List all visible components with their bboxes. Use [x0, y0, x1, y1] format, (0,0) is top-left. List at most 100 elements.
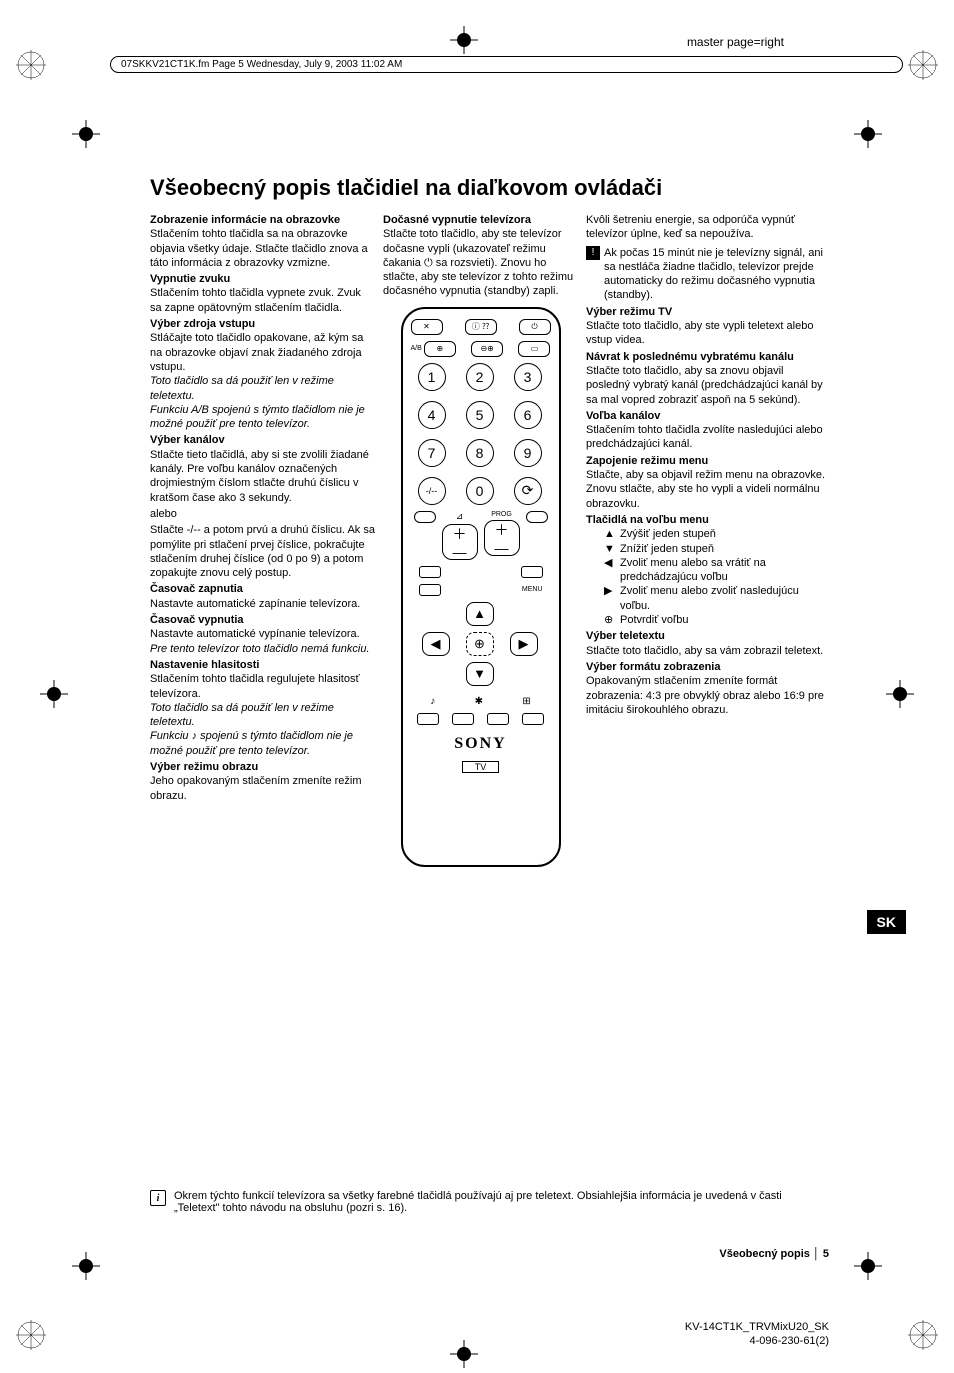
menu-items-list: ▲ Zvýšiť jeden stupeň ▼ Znížiť jeden stupe… [604, 527, 826, 627]
crosshair-icon [886, 680, 914, 708]
num-button: 2 [466, 363, 494, 391]
section-title: Výber režimu obrazu [150, 760, 375, 774]
section-title: Vypnutie zvuku [150, 272, 375, 286]
warning-icon: ! [586, 246, 600, 260]
num-button: 8 [466, 439, 494, 467]
section-title: Dočasné vypnutie televízora [383, 213, 578, 227]
section-title: Zapojenie režimu menu [586, 454, 826, 468]
section-note: Toto tlačidlo sa dá použiť len v režime … [150, 374, 375, 403]
cycle-button-icon: ⟳ [514, 477, 542, 505]
ab-label: A/B [411, 345, 422, 352]
section-body: Stlačte toto tlačidlo, aby sa vám zobraz… [586, 644, 826, 658]
num-button: 0 [466, 477, 494, 505]
crosshair-icon [854, 120, 882, 148]
menu-item-label: Zvýšiť jeden stupeň [620, 527, 716, 541]
color-button [417, 713, 439, 725]
num-button: 7 [418, 439, 446, 467]
section-body: alebo [150, 507, 375, 521]
menu-item-label: Potvrdiť voľbu [620, 613, 688, 627]
page-title: Všeobecný popis tlačidiel na diaľkovom o… [150, 175, 830, 201]
tv-mode-button-icon: ▭ [518, 341, 550, 357]
down-arrow-icon: ▼ [466, 662, 494, 686]
section-note: Pre tento televízor toto tlačidlo nemá f… [150, 642, 375, 656]
footer-text: Okrem týchto funkcií televízora sa všetk… [174, 1190, 830, 1214]
num-button: 1 [418, 363, 446, 391]
footer-note: i Okrem týchto funkcií televízora sa vše… [150, 1190, 830, 1214]
sony-logo: SONY [454, 735, 506, 753]
number-pad: 1 2 3 4 5 6 7 8 9 -/-- 0 ⟳ [418, 363, 544, 505]
color-button [522, 713, 544, 725]
section-body: Stlačením tohto tlačidla sa na obrazovke… [150, 227, 375, 270]
menu-item-label: Zvoliť menu alebo zvoliť nasledujúcu voľ… [620, 584, 826, 613]
small-button [414, 511, 436, 523]
section-body: Stlačte tieto tlačidlá, aby si ste zvoli… [150, 448, 375, 505]
section-body: Stláčajte toto tlačidlo opakovane, až ký… [150, 331, 375, 374]
section-body: Stlačte, aby sa objavil režim menu na ob… [586, 468, 826, 511]
regmark-icon [908, 50, 938, 80]
section-body: Jeho opakovaným stlačením zmeníte režim … [150, 774, 375, 803]
info-icon: i [150, 1190, 166, 1206]
section-note: Funkciu A/B spojenú s týmto tlačidlom ni… [150, 403, 375, 432]
regmark-icon [16, 50, 46, 80]
crosshair-icon [40, 680, 68, 708]
nav-pad: ▲ ◀ ⊕ ▶ ▼ [422, 602, 540, 686]
remote-diagram: ✕ ⓘ ⁇ ⏻ A/B⊕ ⊖⊕ ▭ 1 2 3 4 5 6 7 8 [401, 307, 561, 867]
crosshair-icon [72, 1252, 100, 1280]
section-title: Výber režimu TV [586, 305, 826, 319]
right-arrow-icon: ▶ [604, 584, 616, 598]
section-title: Tlačidlá na voľbu menu [586, 513, 826, 527]
section-title: Výber zdroja vstupu [150, 317, 375, 331]
input-button-icon: ⊕ [424, 341, 456, 357]
document-codes: KV-14CT1K_TRVMixU20_SK 4-096-230-61(2) [685, 1320, 829, 1349]
master-page-label: master page=right [687, 35, 784, 49]
section-note: Funkciu ♪ spojenú s týmto tlačidlom nie … [150, 729, 375, 758]
section-title: Výber formátu zobrazenia [586, 660, 826, 674]
volume-button: ＋— [442, 524, 478, 560]
dash-button: -/-- [418, 477, 446, 505]
mute-button-icon: ✕ [411, 319, 443, 335]
section-body: Stlačením tohto tlačidla vypnete zvuk. Z… [150, 286, 375, 315]
prog-label: PROG [491, 511, 512, 518]
page-number: Všeobecný popis │ 5 [719, 1248, 829, 1260]
tv-label: TV [462, 761, 500, 773]
section-body: Kvôli šetreniu energie, sa odporúča vypn… [586, 213, 826, 242]
crosshair-icon [72, 120, 100, 148]
file-stamp: 07SKKV21CT1K.fm Page 5 Wednesday, July 9… [110, 56, 903, 73]
section-body: Stlačením tohto tlačidla regulujete hlas… [150, 672, 375, 701]
menu-item-label: Znížiť jeden stupeň [620, 542, 714, 556]
section-title: Návrat k poslednému vybratému kanálu [586, 350, 826, 364]
small-button [419, 584, 441, 596]
section-title: Výber teletextu [586, 629, 826, 643]
section-body: Stlačte -/-- a potom prvú a druhú číslic… [150, 523, 375, 580]
num-button: 6 [514, 401, 542, 429]
section-body: Stlačte toto tlačidlo, aby sa znovu obja… [586, 364, 826, 407]
prog-button: ＋— [484, 520, 520, 556]
ok-icon: ⊕ [604, 613, 616, 627]
section-body: Opakovaným stlačením zmeníte formát zobr… [586, 674, 826, 717]
menu-item-label: Zvoliť menu alebo sa vrátiť na predchádz… [620, 556, 826, 585]
section-body: Stlačte toto tlačidlo, aby ste televízor… [383, 227, 578, 298]
center-column: Dočasné vypnutie televízora Stlačte toto… [383, 213, 578, 867]
power-button-icon: ⏻ [519, 319, 551, 335]
left-column: Zobrazenie informácie na obrazovke Stlač… [150, 213, 375, 867]
section-title: Časovač vypnutia [150, 613, 375, 627]
section-body: Stlačením tohto tlačidla zvolíte nasledu… [586, 423, 826, 452]
up-arrow-icon: ▲ [604, 527, 616, 541]
section-note: Toto tlačidlo sa dá použiť len v režime … [150, 701, 375, 730]
num-button: 9 [514, 439, 542, 467]
small-button [521, 566, 543, 578]
section-body: Nastavte automatické vypínanie televízor… [150, 627, 375, 641]
small-button [526, 511, 548, 523]
regmark-icon [16, 1320, 46, 1350]
left-arrow-icon: ◀ [604, 556, 616, 570]
ok-button-icon: ⊕ [466, 632, 494, 656]
down-arrow-icon: ▼ [604, 542, 616, 556]
section-title: Výber kanálov [150, 433, 375, 447]
color-button [452, 713, 474, 725]
crosshair-icon [854, 1252, 882, 1280]
menu-label: MENU [522, 586, 543, 593]
right-arrow-icon: ▶ [510, 632, 538, 656]
left-arrow-icon: ◀ [422, 632, 450, 656]
up-arrow-icon: ▲ [466, 602, 494, 626]
section-title: Časovač zapnutia [150, 582, 375, 596]
